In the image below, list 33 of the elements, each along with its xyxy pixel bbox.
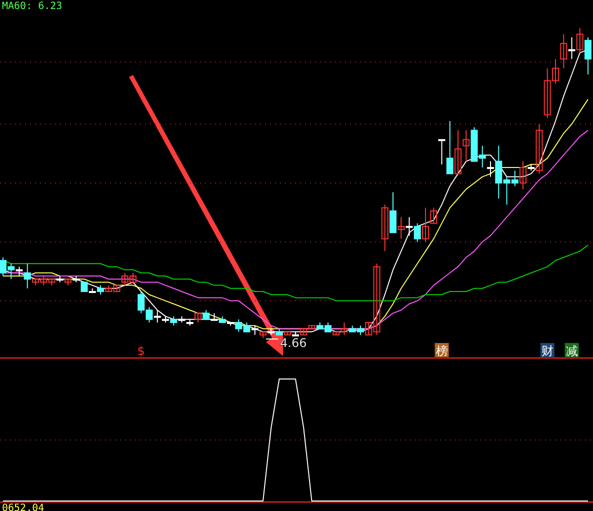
candlestick <box>536 124 543 174</box>
candlestick <box>80 282 88 292</box>
text: 0652.04 <box>2 503 44 511</box>
candlestick <box>202 310 210 320</box>
candlestick <box>487 160 494 178</box>
candlestick <box>210 312 218 321</box>
candlestick <box>520 160 526 190</box>
candlestick <box>568 36 576 60</box>
text: MA60: 6.23 <box>2 1 62 12</box>
candlestick <box>170 316 178 326</box>
candlestick <box>462 130 470 162</box>
text: 减 <box>566 344 578 358</box>
candlestick <box>406 216 413 236</box>
candlestick <box>560 34 568 69</box>
candlestick <box>97 284 104 296</box>
candlestick <box>430 207 438 224</box>
text: $ <box>137 344 145 358</box>
candlestick <box>390 192 396 234</box>
candlestick <box>438 139 446 165</box>
candlestick <box>154 310 161 323</box>
candlestick <box>398 216 405 240</box>
candlestick <box>381 204 388 252</box>
candlestick <box>584 36 592 75</box>
candlestick <box>194 312 202 323</box>
candlestick <box>414 222 421 242</box>
text: 财 <box>541 344 554 358</box>
candlestick <box>16 266 23 276</box>
candlestick <box>454 130 462 174</box>
text: 榜 <box>436 344 448 358</box>
candlestick <box>422 207 429 242</box>
candlestick <box>24 263 31 289</box>
candlestick <box>576 28 584 54</box>
candlestick <box>446 120 454 174</box>
